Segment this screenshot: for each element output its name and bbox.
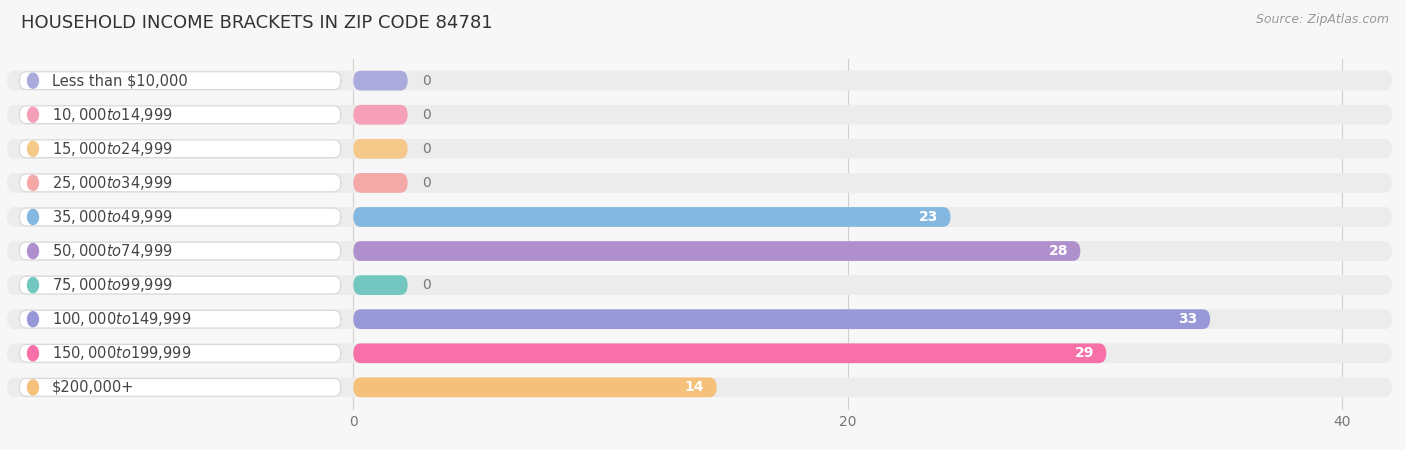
FancyBboxPatch shape: [7, 139, 1392, 159]
Text: 0: 0: [422, 108, 432, 122]
FancyBboxPatch shape: [353, 173, 408, 193]
Text: $50,000 to $74,999: $50,000 to $74,999: [52, 242, 173, 260]
FancyBboxPatch shape: [353, 139, 408, 159]
FancyBboxPatch shape: [7, 173, 1392, 193]
FancyBboxPatch shape: [7, 71, 1392, 90]
FancyBboxPatch shape: [20, 106, 340, 124]
Text: 0: 0: [422, 74, 432, 88]
FancyBboxPatch shape: [353, 275, 408, 295]
Text: $75,000 to $99,999: $75,000 to $99,999: [52, 276, 173, 294]
Circle shape: [28, 176, 38, 190]
FancyBboxPatch shape: [20, 174, 340, 192]
Text: $10,000 to $14,999: $10,000 to $14,999: [52, 106, 173, 124]
FancyBboxPatch shape: [353, 241, 1080, 261]
Text: 14: 14: [685, 380, 704, 394]
Circle shape: [28, 107, 38, 122]
FancyBboxPatch shape: [20, 72, 340, 90]
FancyBboxPatch shape: [7, 241, 1392, 261]
Text: $35,000 to $49,999: $35,000 to $49,999: [52, 208, 173, 226]
Circle shape: [28, 312, 38, 327]
FancyBboxPatch shape: [7, 309, 1392, 329]
Text: HOUSEHOLD INCOME BRACKETS IN ZIP CODE 84781: HOUSEHOLD INCOME BRACKETS IN ZIP CODE 84…: [21, 14, 492, 32]
Circle shape: [28, 141, 38, 156]
FancyBboxPatch shape: [353, 71, 408, 90]
Circle shape: [28, 380, 38, 395]
FancyBboxPatch shape: [7, 378, 1392, 397]
Circle shape: [28, 209, 38, 225]
FancyBboxPatch shape: [353, 343, 1107, 363]
Text: 28: 28: [1049, 244, 1069, 258]
FancyBboxPatch shape: [20, 344, 340, 362]
FancyBboxPatch shape: [20, 242, 340, 260]
Text: $150,000 to $199,999: $150,000 to $199,999: [52, 344, 191, 362]
FancyBboxPatch shape: [20, 276, 340, 294]
Text: $200,000+: $200,000+: [52, 380, 134, 395]
Text: 23: 23: [918, 210, 938, 224]
Circle shape: [28, 346, 38, 361]
Text: $25,000 to $34,999: $25,000 to $34,999: [52, 174, 173, 192]
Text: Less than $10,000: Less than $10,000: [52, 73, 187, 88]
FancyBboxPatch shape: [20, 378, 340, 396]
Circle shape: [28, 73, 38, 88]
FancyBboxPatch shape: [353, 378, 717, 397]
FancyBboxPatch shape: [353, 309, 1211, 329]
Text: 29: 29: [1074, 346, 1094, 360]
Text: 0: 0: [422, 278, 432, 292]
FancyBboxPatch shape: [353, 207, 950, 227]
Circle shape: [28, 278, 38, 292]
Text: $100,000 to $149,999: $100,000 to $149,999: [52, 310, 191, 328]
FancyBboxPatch shape: [20, 208, 340, 226]
Text: $15,000 to $24,999: $15,000 to $24,999: [52, 140, 173, 158]
Text: 0: 0: [422, 176, 432, 190]
FancyBboxPatch shape: [7, 275, 1392, 295]
Circle shape: [28, 243, 38, 259]
FancyBboxPatch shape: [20, 140, 340, 157]
FancyBboxPatch shape: [353, 105, 408, 125]
FancyBboxPatch shape: [7, 343, 1392, 363]
Text: 0: 0: [422, 142, 432, 156]
FancyBboxPatch shape: [7, 207, 1392, 227]
FancyBboxPatch shape: [7, 105, 1392, 125]
Text: 33: 33: [1178, 312, 1198, 326]
Text: Source: ZipAtlas.com: Source: ZipAtlas.com: [1256, 14, 1389, 27]
FancyBboxPatch shape: [20, 310, 340, 328]
